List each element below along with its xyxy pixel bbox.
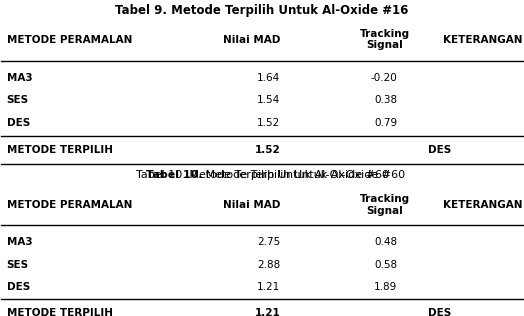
Text: Tracking
Signal: Tracking Signal [359,29,410,51]
Text: 0.48: 0.48 [374,237,398,247]
Text: Metode Terpilih Untuk Al-Oxide #60: Metode Terpilih Untuk Al-Oxide #60 [202,170,405,180]
Text: KETERANGAN: KETERANGAN [443,35,522,45]
Text: Tabel 10.: Tabel 10. [146,170,202,180]
Text: DES: DES [7,118,30,128]
Text: SES: SES [7,95,29,105]
Text: 0.58: 0.58 [374,259,398,270]
Text: Nilai MAD: Nilai MAD [223,200,280,210]
Text: DES: DES [428,145,451,155]
Text: 1.54: 1.54 [257,95,280,105]
Text: 1.52: 1.52 [255,145,280,155]
Text: -0.20: -0.20 [371,73,398,83]
Text: Tabel 9. Metode Terpilih Untuk Al-Oxide #16: Tabel 9. Metode Terpilih Untuk Al-Oxide … [115,4,409,17]
Text: Tracking
Signal: Tracking Signal [359,194,410,216]
Text: METODE PERAMALAN: METODE PERAMALAN [7,35,132,45]
Text: 0.79: 0.79 [374,118,398,128]
Text: MA3: MA3 [7,73,32,83]
Text: DES: DES [7,282,30,292]
Text: 2.88: 2.88 [257,259,280,270]
Text: Tabel 10. Metode Terpilih Untuk Al-Oxide #60: Tabel 10. Metode Terpilih Untuk Al-Oxide… [136,170,388,180]
Text: 2.75: 2.75 [257,237,280,247]
Text: KETERANGAN: KETERANGAN [443,200,522,210]
Text: Nilai MAD: Nilai MAD [223,35,280,45]
Text: 1.89: 1.89 [374,282,398,292]
Text: SES: SES [7,259,29,270]
Text: 1.21: 1.21 [257,282,280,292]
Text: METODE TERPILIH: METODE TERPILIH [7,145,113,155]
Text: 1.64: 1.64 [257,73,280,83]
Text: MA3: MA3 [7,237,32,247]
Text: METODE TERPILIH: METODE TERPILIH [7,308,113,316]
Text: 1.21: 1.21 [255,308,280,316]
Text: 0.38: 0.38 [374,95,398,105]
Text: DES: DES [428,308,451,316]
Text: METODE PERAMALAN: METODE PERAMALAN [7,200,132,210]
Text: 1.52: 1.52 [257,118,280,128]
